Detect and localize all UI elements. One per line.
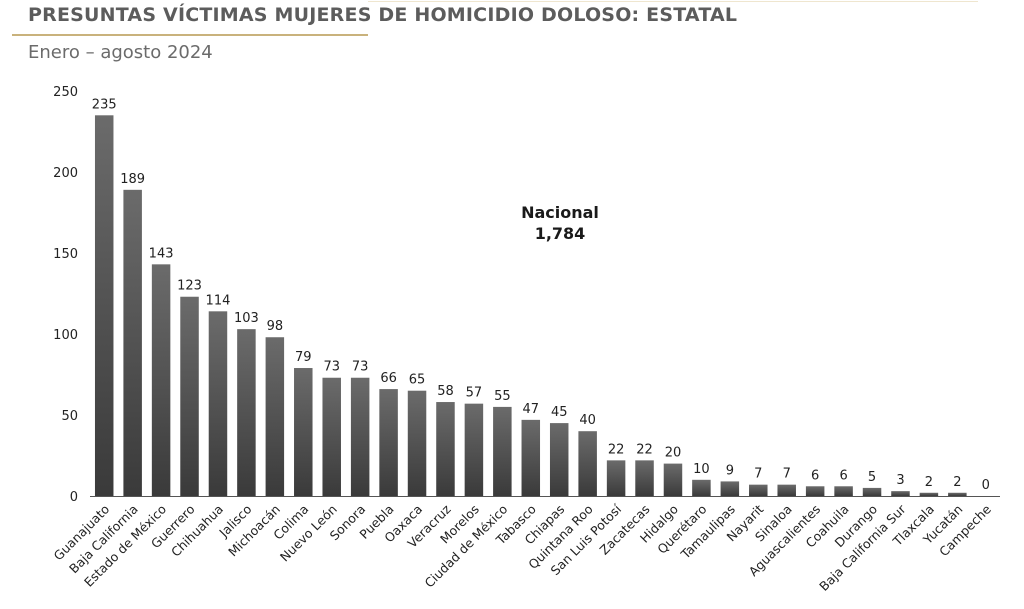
bar bbox=[891, 491, 910, 496]
bar bbox=[521, 419, 541, 496]
bar bbox=[948, 492, 967, 496]
bar bbox=[749, 484, 768, 496]
bar-value-label: 7 bbox=[754, 467, 762, 482]
bar-value-label: 9 bbox=[726, 463, 734, 478]
bar-value-label: 123 bbox=[177, 279, 202, 294]
bar bbox=[663, 463, 683, 496]
bar bbox=[464, 403, 484, 496]
bar-value-label: 55 bbox=[494, 389, 511, 404]
bar-value-label: 2 bbox=[925, 475, 933, 490]
bar bbox=[208, 311, 228, 496]
bar-value-label: 5 bbox=[868, 470, 876, 485]
bar bbox=[777, 484, 796, 496]
bar-value-label: 47 bbox=[523, 402, 540, 417]
bar bbox=[805, 486, 825, 496]
bar-value-label: 114 bbox=[206, 293, 231, 308]
bar-value-label: 143 bbox=[149, 246, 174, 261]
bar-value-label: 22 bbox=[636, 442, 653, 457]
bar bbox=[94, 115, 114, 497]
bar bbox=[436, 402, 455, 496]
bar-value-label: 6 bbox=[839, 468, 847, 483]
bar-value-label: 22 bbox=[608, 442, 625, 457]
title-underline bbox=[12, 34, 368, 36]
bar bbox=[151, 264, 171, 496]
y-tick-label: 100 bbox=[53, 328, 78, 343]
bar bbox=[862, 487, 882, 496]
bar bbox=[919, 492, 939, 496]
bar bbox=[834, 486, 853, 496]
y-tick-label: 0 bbox=[70, 490, 78, 505]
y-tick-label: 200 bbox=[53, 166, 78, 181]
title-top-rule bbox=[368, 1, 978, 2]
bar-value-label: 2 bbox=[953, 475, 961, 490]
bar bbox=[180, 296, 199, 496]
national-total-annotation: Nacional 1,784 bbox=[500, 202, 620, 244]
bar bbox=[578, 431, 597, 496]
bar-value-label: 189 bbox=[120, 172, 145, 187]
chart-title: PRESUNTAS VÍCTIMAS MUJERES DE HOMICIDIO … bbox=[28, 4, 738, 26]
bar-value-label: 65 bbox=[409, 373, 426, 388]
national-value: 1,784 bbox=[534, 224, 586, 243]
bar-value-label: 98 bbox=[267, 319, 284, 334]
bar bbox=[549, 423, 569, 496]
bar-value-label: 73 bbox=[352, 360, 369, 375]
bar bbox=[720, 481, 740, 496]
bar-value-label: 66 bbox=[380, 371, 397, 386]
national-label: Nacional bbox=[521, 203, 599, 222]
bar bbox=[350, 377, 370, 496]
bar-value-label: 58 bbox=[437, 384, 454, 399]
bar-value-label: 0 bbox=[982, 478, 990, 493]
bar bbox=[606, 460, 626, 496]
chart-subtitle: Enero – agosto 2024 bbox=[28, 42, 213, 63]
y-axis: 0 50 100 150 200 250 bbox=[53, 85, 78, 505]
y-tick-label: 50 bbox=[61, 409, 78, 424]
bar bbox=[635, 460, 654, 496]
bar-value-label: 20 bbox=[665, 446, 682, 461]
bar-value-label: 57 bbox=[466, 386, 483, 401]
bar bbox=[265, 337, 285, 496]
bar-value-label: 7 bbox=[783, 467, 791, 482]
bar-value-label: 10 bbox=[693, 462, 710, 477]
bar bbox=[322, 377, 341, 496]
bar-value-label: 103 bbox=[234, 311, 259, 326]
bar bbox=[692, 479, 711, 496]
bar-value-label: 6 bbox=[811, 468, 819, 483]
bar bbox=[407, 390, 427, 496]
bar-value-label: 40 bbox=[579, 413, 596, 428]
bar-value-label: 79 bbox=[295, 350, 312, 365]
bar bbox=[237, 329, 256, 496]
bar bbox=[123, 189, 142, 496]
y-tick-label: 150 bbox=[53, 247, 78, 262]
bar bbox=[294, 368, 313, 496]
bar bbox=[493, 406, 512, 496]
bar bbox=[379, 389, 398, 496]
y-tick-label: 250 bbox=[53, 85, 78, 100]
bar-value-label: 3 bbox=[896, 473, 904, 488]
bar-value-label: 235 bbox=[92, 97, 117, 112]
bar-value-label: 73 bbox=[323, 360, 340, 375]
bar-value-label: 45 bbox=[551, 405, 568, 420]
